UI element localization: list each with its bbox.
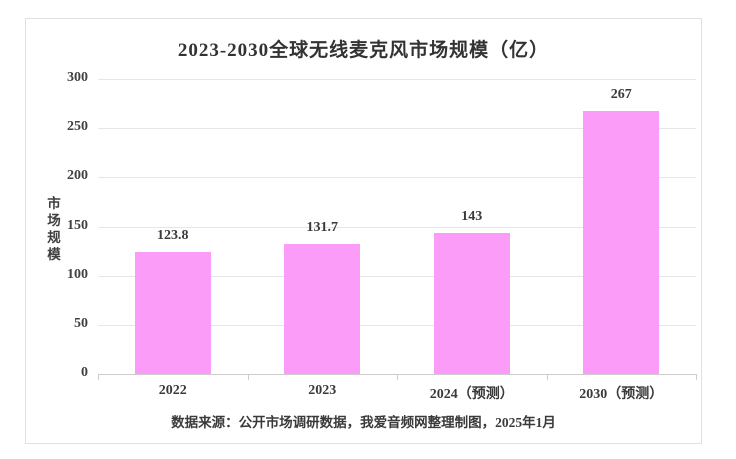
gridline: [98, 79, 696, 80]
y-tick-label: 100: [67, 266, 88, 282]
x-tick-label: 2023: [308, 383, 337, 398]
y-tick-label: 250: [67, 119, 88, 135]
bar-value-label: 131.7: [306, 220, 339, 236]
y-axis-title: 市场规模: [47, 196, 61, 262]
chart-card: 2023-2030全球无线麦克风市场规模（亿） 市场规模 0 50 100 150 20…: [25, 18, 702, 444]
y-tick-label: 200: [67, 168, 88, 184]
bar-value-label: 123.8: [157, 228, 189, 244]
gridline: [98, 324, 696, 326]
y-tick-label: 150: [67, 217, 88, 233]
bar-2023: [284, 244, 361, 374]
gridline: [98, 275, 696, 277]
y-tick-label: 50: [74, 315, 88, 331]
bar-value-label: 143: [461, 209, 483, 225]
bar-2030: [583, 111, 660, 374]
x-axis-tick: [98, 374, 99, 380]
x-tick-label: 2022: [158, 383, 187, 398]
source-note: 数据来源：公开市场调研数据，我爱音频网整理制图，2025年1月: [171, 415, 556, 430]
x-axis-tick: [546, 374, 548, 380]
y-tick-label: 300: [67, 70, 88, 85]
x-tick-label: 2030（预测）: [579, 387, 664, 402]
x-axis-tick: [696, 374, 697, 380]
plot-area: 0 50 100 150 200 250 300 123.8 2022 131.7 2023 143 2…: [26, 19, 701, 443]
bar-2022: [134, 252, 211, 374]
gridline: [98, 226, 696, 228]
gridline: [98, 177, 696, 179]
x-axis-tick: [397, 374, 398, 380]
bar-2024: [433, 233, 510, 374]
bar-value-label: 267: [610, 87, 632, 103]
x-axis-tick: [247, 374, 249, 380]
y-tick-label: 0: [81, 365, 88, 380]
chart-title: 2023-2030全球无线麦克风市场规模（亿）: [177, 40, 550, 61]
gridline: [98, 128, 696, 130]
x-tick-label: 2024（预测）: [429, 387, 514, 402]
